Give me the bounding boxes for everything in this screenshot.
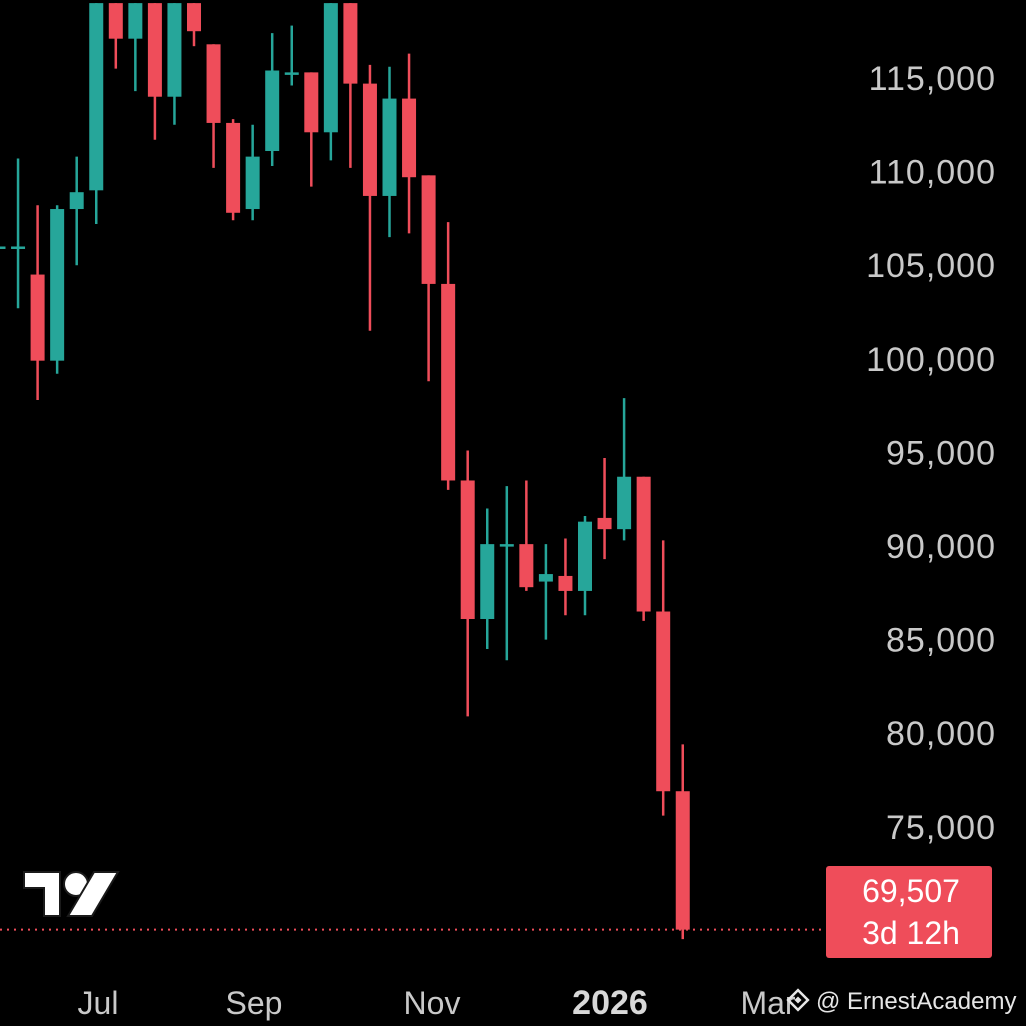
candle[interactable] (187, 3, 201, 47)
x-tick-label: 2026 (572, 984, 648, 1022)
candle-body (167, 3, 182, 97)
candle-body (460, 480, 475, 620)
binance-icon (786, 988, 810, 1012)
candle[interactable] (675, 744, 690, 940)
candle[interactable] (460, 450, 475, 717)
candle[interactable] (578, 516, 592, 616)
x-tick-label: Nov (404, 985, 461, 1021)
candle-body (323, 3, 338, 133)
candle-body (362, 83, 377, 196)
candle[interactable] (226, 119, 241, 221)
y-tick-label: 90,000 (886, 528, 996, 566)
last-price-tag: 69,507 3d 12h (826, 866, 992, 958)
candle[interactable] (11, 158, 26, 309)
candle[interactable] (50, 205, 65, 374)
candle-body (480, 544, 495, 620)
watermark-text: @ ErnestAcademy (816, 988, 1016, 1015)
candle-body (245, 156, 260, 210)
y-tick-label: 115,000 (869, 60, 996, 98)
candle[interactable] (108, 3, 123, 69)
candle[interactable] (265, 33, 280, 166)
y-tick-label: 95,000 (886, 434, 996, 472)
candle[interactable] (402, 53, 417, 234)
watermark: @ ErnestAcademy (786, 988, 1016, 1015)
y-tick-label: 110,000 (869, 154, 996, 192)
candle[interactable] (128, 3, 143, 92)
candle-body (304, 72, 319, 133)
y-axis[interactable]: 115,000 110,000 105,000 100,000 95,000 90,000… (866, 60, 996, 847)
candle[interactable] (421, 175, 436, 382)
candle[interactable] (284, 25, 299, 86)
candle[interactable] (245, 124, 260, 221)
candle-body (578, 521, 592, 591)
last-price-value: 69,507 (862, 873, 960, 909)
candles-layer (0, 3, 690, 940)
candle[interactable] (206, 44, 221, 168)
candle-body (343, 3, 358, 84)
candle-body (284, 72, 299, 75)
candle-body (597, 517, 612, 530)
candle[interactable] (167, 3, 182, 125)
candle-body (636, 476, 651, 612)
candle-body (538, 574, 553, 582)
candle-body (187, 3, 201, 32)
bar-countdown: 3d 12h (862, 915, 960, 951)
candle[interactable] (382, 66, 397, 238)
candle-body (558, 575, 573, 591)
candle[interactable] (69, 156, 84, 266)
candle[interactable] (323, 3, 338, 161)
candle[interactable] (538, 544, 553, 640)
candle-body (675, 791, 690, 930)
candle-body (382, 98, 397, 196)
candle[interactable] (519, 480, 534, 591)
candle[interactable] (636, 476, 651, 621)
tradingview-logo-icon[interactable] (23, 871, 120, 917)
y-tick-label: 100,000 (866, 341, 996, 379)
x-tick-label: Sep (226, 985, 283, 1021)
candle-body (265, 70, 280, 152)
candle[interactable] (441, 222, 456, 490)
candle-body (108, 3, 123, 39)
candle[interactable] (558, 538, 573, 616)
candle-body (50, 209, 65, 361)
candle-body (402, 98, 417, 178)
candle-body (519, 544, 534, 588)
candle[interactable] (480, 508, 495, 649)
candle[interactable] (499, 486, 514, 661)
y-tick-label: 85,000 (886, 622, 996, 660)
candle-body (441, 283, 456, 481)
candle[interactable] (30, 205, 45, 400)
candle[interactable] (0, 228, 6, 350)
candle-body (128, 3, 143, 39)
candle[interactable] (304, 72, 319, 187)
candle-body (69, 192, 84, 210)
candle[interactable] (362, 64, 377, 331)
x-tick-label: Jul (78, 985, 119, 1021)
y-tick-label: 75,000 (886, 809, 996, 847)
x-tick-label: Mar (740, 985, 795, 1021)
candle[interactable] (343, 3, 358, 168)
candle-body (0, 246, 6, 249)
candle[interactable] (656, 540, 671, 816)
candle-body (226, 122, 241, 213)
candle-body (89, 3, 104, 191)
candle-body (499, 544, 514, 547)
y-tick-label: 105,000 (866, 247, 996, 285)
candle-body (421, 175, 436, 284)
candle[interactable] (89, 3, 104, 225)
candle-body (147, 3, 162, 97)
candle-body (656, 611, 671, 792)
candle[interactable] (147, 3, 162, 140)
candle-body (30, 274, 45, 361)
candle-body (206, 44, 221, 123)
candle-body (11, 246, 26, 249)
candle[interactable] (617, 398, 632, 541)
y-tick-label: 80,000 (886, 715, 996, 753)
candle[interactable] (597, 458, 612, 560)
x-axis[interactable]: Jul Sep Nov 2026 Mar (78, 984, 796, 1022)
candle-body (617, 476, 632, 530)
